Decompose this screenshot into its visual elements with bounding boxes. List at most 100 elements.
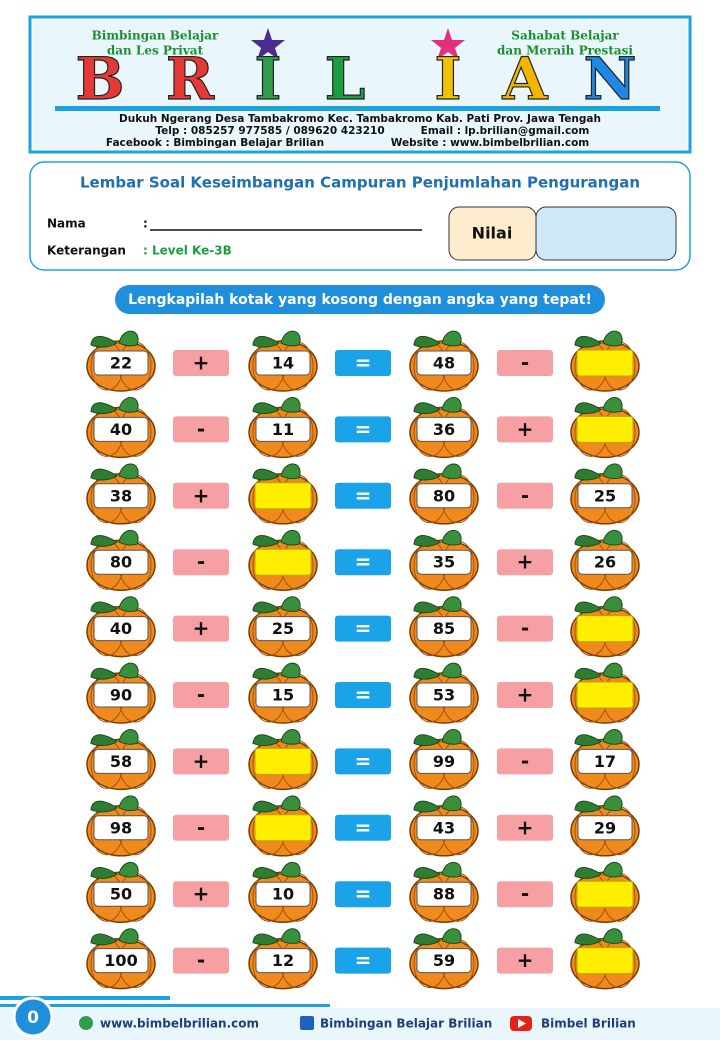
operator-box [173,814,229,841]
answer-box[interactable] [254,747,312,775]
problem-row: 58 + = 99 - 17 [86,729,640,791]
number-box [255,682,311,708]
operator: - [197,948,205,972]
answer-box[interactable] [576,349,634,377]
operator: + [517,683,534,707]
operator-box [497,881,553,908]
problem-row: 98 - = 43 +29 [86,795,640,857]
answer-box[interactable] [576,615,634,643]
equals-sign: = [355,815,372,839]
pumpkin-leaf [413,601,441,614]
score-label: Nilai [472,224,513,243]
equals-box [335,482,391,509]
pumpkin-leaf [90,734,118,747]
operator-box [497,682,553,708]
number: 12 [272,951,294,970]
pumpkin-leaf [441,596,462,612]
pumpkin-leaf [602,330,623,347]
answer-box[interactable] [254,482,312,510]
pumpkin-leaf [413,800,441,813]
footer-rule [0,1004,330,1007]
pumpkin-leaf [252,734,280,747]
pumpkin-leaf [90,601,118,614]
answer-box[interactable] [576,681,634,709]
logo-letter: I [254,45,281,113]
pumpkin-leaf [413,402,441,415]
number: 90 [110,686,132,705]
pumpkin-leaf [90,668,118,680]
sheet-title: Lembar Soal Keseimbangan Campuran Penjum… [80,174,640,192]
operator: + [193,749,210,773]
pumpkin-leaf [413,933,441,946]
number: 11 [272,420,294,439]
pumpkin-leaf [574,734,602,747]
pumpkin-leaf [90,933,118,946]
number: 26 [594,553,616,572]
operator-box [173,748,229,775]
answer-box[interactable] [576,880,634,908]
operator-box [497,814,553,841]
page-badge [12,996,54,1038]
number-box [93,549,149,575]
operator: - [197,815,205,839]
pumpkin-leaf [602,861,623,878]
pumpkin-leaf [252,535,280,547]
pumpkin-leaf [90,336,118,348]
equals-sign: = [355,550,372,574]
note-value: : Level Ke-3B [143,244,232,258]
number: 36 [433,420,455,439]
operator-box [497,947,553,974]
answer-box[interactable] [254,548,312,576]
number: 43 [433,818,455,837]
number-box [416,815,472,841]
operator-box [497,615,553,642]
pumpkin-leaf [252,336,280,348]
header-rule [55,106,660,111]
operator-box [173,682,229,708]
equals-box [335,416,391,443]
pumpkin-leaf [602,463,623,480]
page-number: 0 [27,1008,39,1028]
number: 50 [110,885,132,904]
logo-letter: A [501,45,548,113]
operator-box [173,482,229,509]
pumpkin-leaf [118,330,139,347]
number-box [93,815,149,841]
pumpkin-leaf [280,795,301,812]
operator-box [173,881,229,908]
footer-facebook: Bimbingan Belajar Brilian [320,1017,492,1031]
pumpkin-leaf [441,861,462,878]
number: 25 [594,486,616,505]
pumpkin-leaf [90,535,118,547]
pumpkin-leaf [280,861,301,878]
number: 38 [110,486,132,505]
number-box [577,748,633,774]
number-box [416,948,472,974]
operator-box [497,350,553,376]
answer-box[interactable] [576,415,634,443]
star-icon [431,28,465,60]
answer-box[interactable] [254,814,312,842]
pumpkin-leaf [413,668,441,680]
number-box [93,881,149,907]
logo-letter: B [75,45,124,113]
logo-letter: I [434,45,461,113]
pumpkin-leaf [118,795,139,812]
name-colon: : [143,217,148,231]
note-label: Keterangan [47,244,126,258]
footer-bg [0,1008,720,1040]
pumpkin-leaf [280,397,301,413]
number: 17 [594,752,616,771]
number-box [93,483,149,509]
footer-youtube: Bimbel Brilian [541,1017,636,1031]
answer-box[interactable] [576,947,634,975]
number-box [255,881,311,907]
header-right-1: Sahabat Belajar [511,29,619,43]
operator: - [521,483,529,507]
score-box[interactable] [535,206,677,261]
number-box [255,616,311,642]
operator: - [521,882,529,906]
problem-row: 50 +10 = 88 - [86,861,640,923]
number: 15 [272,686,294,705]
